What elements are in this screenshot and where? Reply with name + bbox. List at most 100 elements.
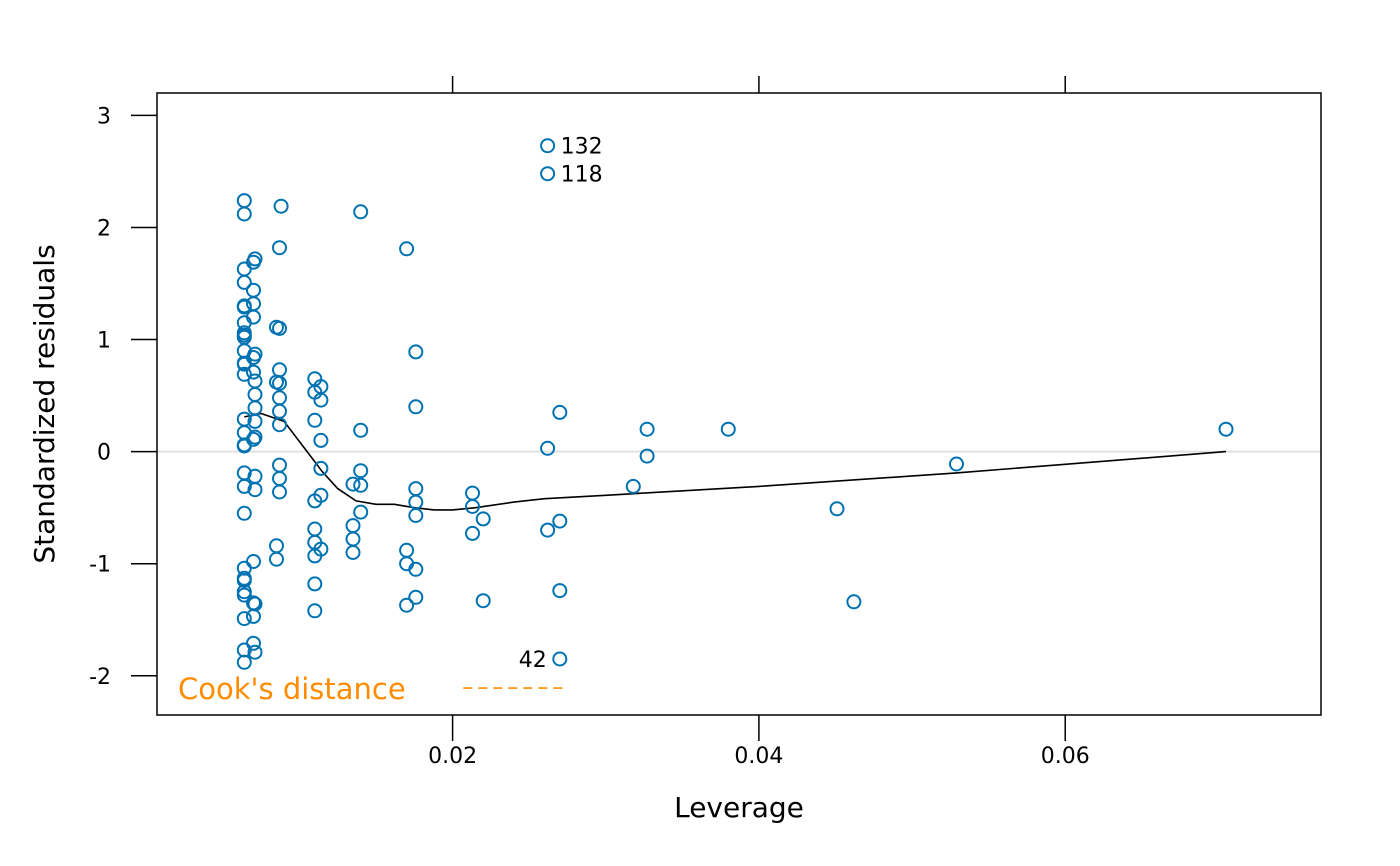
data-point: [540, 166, 556, 182]
data-point: [247, 373, 263, 389]
data-point: [639, 448, 655, 464]
data-point: [236, 478, 252, 494]
data-point: [307, 603, 323, 619]
data-point: [236, 611, 252, 627]
data-point: [246, 608, 261, 624]
data-point: [247, 400, 263, 416]
data-point: [272, 403, 287, 419]
data-point: [408, 344, 424, 360]
data-point: [246, 282, 261, 298]
y-axis-title: Standardized residuals: [28, 244, 61, 563]
data-point: [236, 366, 252, 382]
data-point: [236, 654, 252, 670]
data-point: [353, 204, 369, 220]
x-axis-title: Leverage: [674, 791, 804, 824]
y-tick-label: -1: [89, 553, 111, 578]
data-point: [307, 412, 323, 428]
x-tick-label: 0.04: [734, 744, 783, 769]
data-point: [345, 545, 361, 560]
data-point: [272, 375, 287, 391]
data-point: [272, 362, 287, 378]
data-point: [247, 644, 263, 660]
data-point: [313, 460, 329, 476]
data-point: [408, 481, 424, 497]
point-label: 132: [561, 135, 603, 160]
data-point: [236, 299, 252, 315]
data-point: [475, 593, 491, 609]
data-point: [246, 364, 261, 380]
point-label: 42: [519, 648, 547, 673]
data-point: [269, 551, 284, 567]
data-point: [552, 651, 568, 667]
data-point: [829, 501, 845, 517]
data-point: [465, 485, 480, 501]
x-tick-label: 0.02: [428, 744, 477, 769]
data-point: [353, 477, 369, 493]
data-point: [949, 456, 964, 472]
y-tick-label: 2: [97, 216, 111, 241]
data-point: [345, 476, 361, 492]
y-tick-label: 0: [97, 441, 111, 466]
data-point: [399, 241, 415, 257]
data-point: [247, 387, 263, 402]
data-point: [247, 346, 263, 362]
data-point: [475, 511, 491, 527]
data-point: [247, 482, 263, 498]
data-point: [272, 471, 287, 486]
data-point: [273, 198, 289, 214]
data-point: [465, 499, 480, 514]
axes-layer: -2 -1 0 1 2 3 0.02 0.04 0.06: [89, 76, 1090, 769]
data-point: [236, 193, 252, 209]
data-point: [247, 251, 263, 267]
data-point: [399, 597, 415, 613]
data-point: [236, 505, 252, 521]
data-point: [540, 522, 556, 538]
data-point: [272, 390, 287, 406]
data-point: [408, 399, 424, 415]
data-point: [246, 431, 261, 447]
data-point: [540, 440, 556, 456]
data-point: [246, 309, 261, 325]
y-tick-label: 3: [97, 104, 111, 129]
data-point: [236, 261, 252, 277]
data-point: [307, 521, 323, 537]
data-point: [313, 432, 329, 448]
data-point: [247, 413, 263, 429]
data-point: [313, 487, 329, 503]
data-point: [272, 457, 287, 473]
data-point: [247, 429, 263, 445]
data-point: [408, 494, 424, 510]
y-tick-label: -2: [89, 665, 111, 690]
data-point: [345, 518, 361, 534]
plot-frame: [156, 92, 1322, 716]
data-point: [353, 422, 369, 438]
point-labels-layer: 132 118 42: [519, 135, 603, 673]
data-point: [1218, 421, 1234, 437]
data-point: [236, 206, 252, 222]
point-label: 118: [561, 163, 603, 188]
data-point: [313, 392, 329, 408]
data-point: [408, 508, 424, 523]
data-point: [552, 513, 568, 529]
legend-cooks-distance-label: Cook's distance: [178, 672, 406, 706]
data-point: [408, 589, 424, 605]
data-point: [345, 531, 361, 547]
data-point: [353, 504, 369, 520]
x-tick-label: 0.06: [1041, 744, 1090, 769]
data-point: [236, 573, 252, 588]
data-point: [272, 320, 287, 336]
data-point: [408, 561, 424, 577]
data-point: [399, 542, 415, 558]
data-point: [272, 417, 287, 433]
data-point: [465, 525, 480, 541]
data-point: [236, 274, 252, 290]
points-layer: [236, 138, 1234, 670]
data-point: [236, 587, 252, 603]
y-tick-label: 1: [97, 329, 111, 354]
data-point: [625, 478, 641, 494]
data-point: [272, 240, 287, 256]
data-point: [307, 576, 323, 592]
data-point: [720, 421, 736, 437]
data-point: [353, 463, 369, 479]
